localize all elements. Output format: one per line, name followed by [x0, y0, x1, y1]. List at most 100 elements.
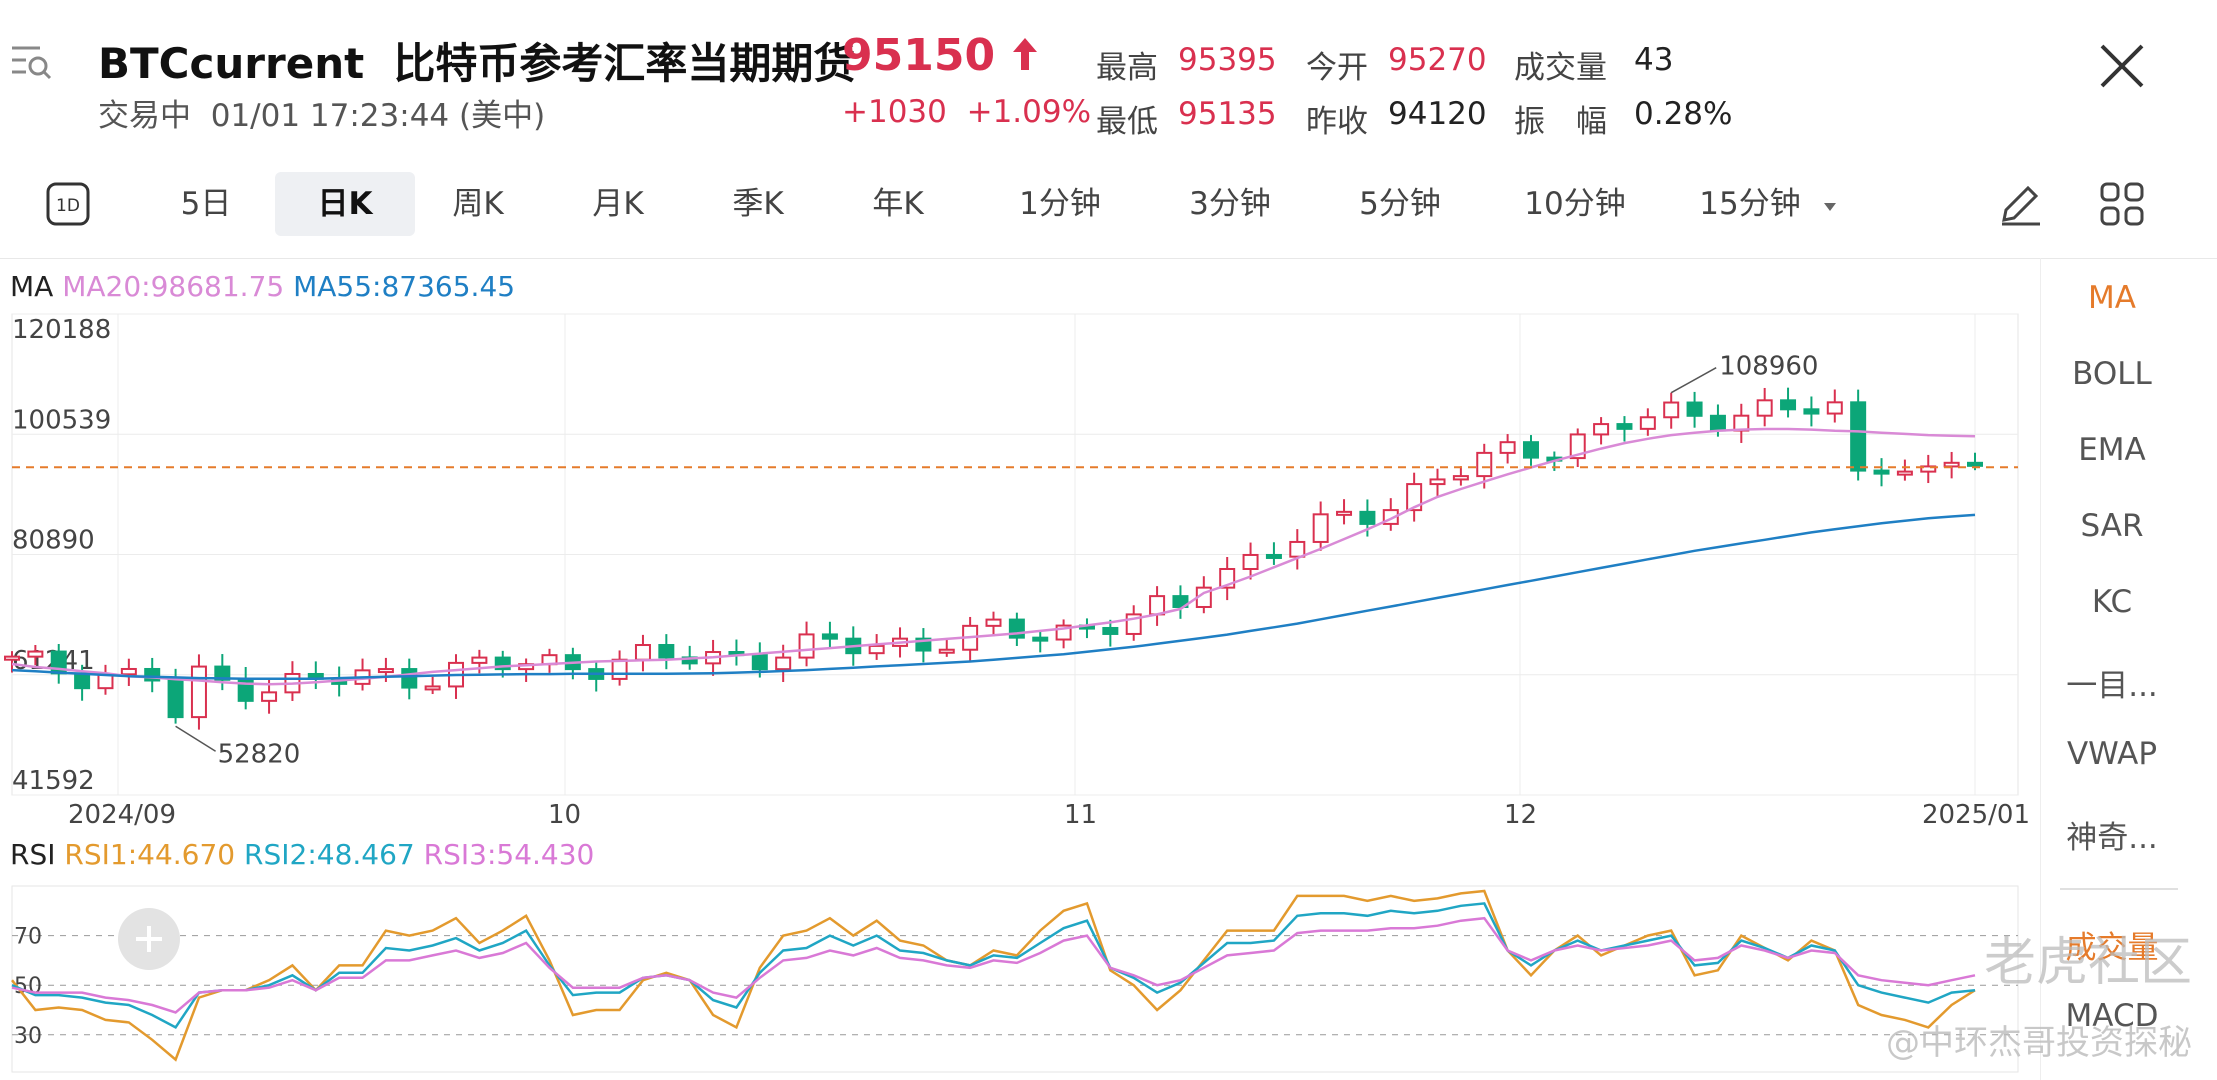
ma-title: MA: [10, 270, 54, 303]
candle-body: [27, 650, 44, 658]
candle-body: [144, 667, 161, 682]
candle-body: [1896, 470, 1913, 476]
draw-pen-icon[interactable]: [1996, 180, 2044, 232]
price-change: +1030 +1.09%: [842, 94, 1091, 130]
indicator-8[interactable]: 成交量: [2065, 930, 2159, 966]
rsi1-line: [11, 889, 1976, 1062]
ma55-line: [11, 513, 1976, 680]
candle-body: [494, 656, 511, 671]
candle-body: [167, 679, 184, 719]
layout-grid-icon[interactable]: [2098, 180, 2146, 232]
candle-body: [1850, 401, 1867, 472]
watermark-author: @中环杰哥投资探秘: [1886, 1023, 2192, 1063]
candle-body: [1032, 636, 1049, 642]
open-label: 今开: [1306, 50, 1368, 86]
candle-body: [1826, 401, 1843, 415]
amplitude-value: 0.28%: [1634, 96, 1733, 132]
volume-value: 43: [1634, 42, 1674, 78]
tab-4[interactable]: 季K: [732, 186, 784, 222]
x-tick-label: 12: [1504, 800, 1538, 830]
tab-0[interactable]: 5日: [180, 186, 232, 222]
panel-divider: [2060, 888, 2178, 890]
rsi1-value: RSI1:44.670: [64, 838, 236, 871]
change-pct: +1.09%: [966, 94, 1092, 130]
candlestick-chart[interactable]: 12018810053980890612414159210896052820: [0, 300, 2030, 820]
y-tick-label: 120188: [12, 315, 111, 345]
tab-6[interactable]: 1分钟: [1019, 186, 1101, 222]
y-tick-label: 100539: [12, 405, 111, 435]
open-value: 95270: [1388, 42, 1487, 78]
tab-10[interactable]: 15分钟: [1699, 186, 1801, 222]
candle-body: [1476, 451, 1493, 478]
prev-close-label: 昨收: [1306, 104, 1368, 140]
amplitude-label: 振 幅: [1514, 104, 1607, 140]
candle-body: [4, 655, 20, 661]
rsi-legend: RSI RSI1:44.670 RSI2:48.467 RSI3:54.430: [10, 838, 594, 871]
y-tick-label: 41592: [12, 766, 95, 796]
tab-3[interactable]: 月K: [592, 186, 644, 222]
candle-body: [1780, 399, 1797, 411]
min-annotation-line: [175, 725, 216, 752]
rsi-y-tick-label: 30: [14, 1024, 42, 1049]
tabs-divider: [0, 258, 2217, 259]
candle-body: [1359, 510, 1376, 525]
max-annotation: 108960: [1719, 352, 1818, 382]
indicator-4[interactable]: KC: [2091, 584, 2133, 620]
candle-body: [1616, 423, 1633, 430]
low-value: 95135: [1178, 96, 1277, 132]
candle-body: [775, 656, 792, 671]
y-tick-label: 80890: [12, 526, 95, 556]
change-value: +1030: [842, 94, 947, 130]
candle-body: [1312, 513, 1329, 543]
candle-body: [611, 658, 628, 680]
ma55-value: MA55:87365.45: [293, 270, 516, 303]
indicator-3[interactable]: SAR: [2080, 508, 2144, 544]
tab-9[interactable]: 10分钟: [1524, 186, 1626, 222]
candle-body: [798, 633, 815, 659]
indicator-7[interactable]: 神奇...: [2066, 820, 2158, 856]
candle-body: [1686, 401, 1703, 417]
indicator-9[interactable]: MACD: [2065, 998, 2159, 1034]
indicator-2[interactable]: EMA: [2078, 432, 2146, 468]
tab-2[interactable]: 周K: [452, 186, 504, 222]
add-indicator-button[interactable]: [118, 908, 180, 970]
candle-body: [1709, 414, 1726, 432]
candle-body: [1943, 461, 1960, 468]
candle-body: [1336, 510, 1353, 516]
instrument-title: BTCcurrent 比特币参考汇率当期期货: [98, 30, 855, 91]
svg-text:1D: 1D: [56, 196, 80, 216]
candle-body: [1289, 540, 1306, 558]
indicator-0[interactable]: MA: [2088, 280, 2136, 316]
candle-body: [1639, 416, 1656, 430]
tab-1[interactable]: 日K: [275, 172, 415, 236]
datetime: 01/01 17:23:44 (美中): [210, 98, 546, 134]
high-label: 最高: [1096, 50, 1158, 86]
candle-body: [1569, 433, 1586, 460]
symbol: BTCcurrent: [98, 39, 365, 88]
tab-7[interactable]: 3分钟: [1189, 186, 1271, 222]
candle-body: [377, 668, 394, 674]
trading-status: 交易中 01/01 17:23:44 (美中): [98, 90, 545, 135]
plus-icon: [136, 926, 162, 952]
tab-5[interactable]: 年K: [872, 186, 924, 222]
candle-body: [868, 644, 885, 655]
period-1d-icon[interactable]: 1D: [46, 182, 90, 226]
close-icon[interactable]: [2098, 42, 2146, 90]
candle-body: [1406, 483, 1423, 512]
candle-body: [214, 665, 231, 681]
candle-body: [658, 644, 675, 659]
candle-body: [751, 654, 768, 671]
rsi2-value: RSI2:48.467: [244, 838, 415, 871]
rsi2-line: [11, 902, 1976, 1030]
tab-8[interactable]: 5分钟: [1359, 186, 1441, 222]
max-annotation-line: [1670, 367, 1717, 394]
prev-close-value: 94120: [1388, 96, 1487, 132]
indicator-6[interactable]: VWAP: [2066, 736, 2158, 772]
menu-search-icon[interactable]: [10, 42, 54, 82]
price-value: 95150: [842, 30, 996, 81]
dropdown-caret-icon[interactable]: [1822, 198, 1838, 217]
indicator-5[interactable]: 一目...: [2066, 668, 2158, 704]
indicator-1[interactable]: BOLL: [2072, 356, 2152, 392]
indicator-panel: [2040, 258, 2041, 1080]
